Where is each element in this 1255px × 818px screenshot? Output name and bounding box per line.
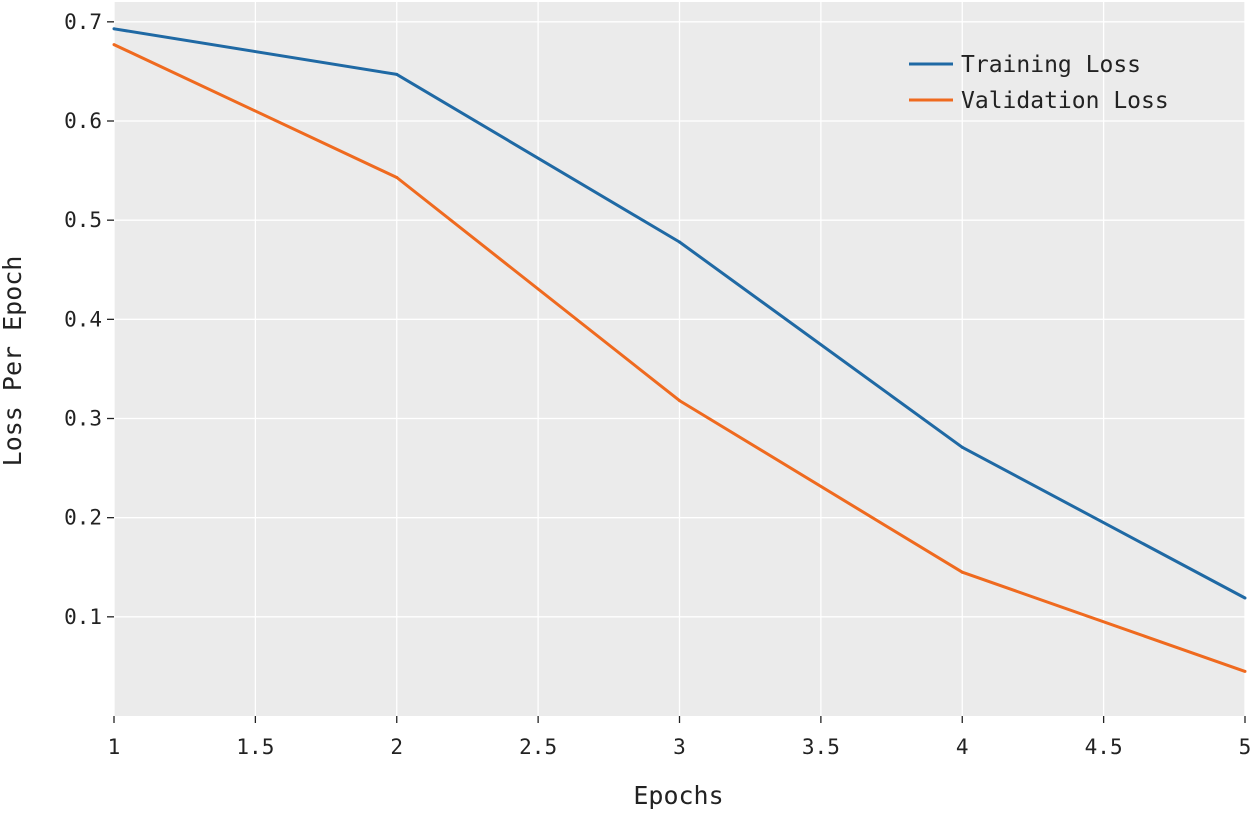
x-tick-label: 2.5 — [519, 735, 557, 759]
data-point — [112, 27, 116, 31]
x-tick-label: 1.5 — [236, 735, 274, 759]
x-tick-label: 4.5 — [1085, 735, 1123, 759]
legend: Training Loss Validation Loss — [909, 52, 1169, 114]
y-tick-label: 0.1 — [64, 605, 102, 629]
legend-label: Validation Loss — [961, 88, 1169, 114]
y-tick-label: 0.3 — [64, 407, 102, 431]
x-tick-label: 5 — [1239, 735, 1252, 759]
data-point — [678, 399, 681, 403]
y-axis-title: Loss Per Epoch — [0, 256, 27, 467]
y-tick-label: 0.4 — [64, 307, 102, 331]
y-tick-label: 0.5 — [64, 208, 102, 232]
data-point — [1243, 669, 1247, 673]
x-tick-label: 3 — [673, 735, 686, 759]
grid — [113, 2, 1246, 716]
x-tick-label: 3.5 — [802, 735, 840, 759]
data-point — [395, 72, 399, 76]
data-point — [112, 43, 116, 47]
y-tick-label: 0.6 — [64, 109, 102, 133]
x-axis-title: Epochs — [633, 781, 723, 810]
data-point — [1243, 596, 1247, 600]
data-point — [678, 240, 681, 244]
x-tick-label: 1 — [108, 735, 121, 759]
data-point — [960, 570, 964, 574]
series-lines — [112, 27, 1247, 673]
legend-label: Training Loss — [961, 52, 1141, 78]
data-point — [960, 445, 964, 449]
x-tick-label: 2 — [390, 735, 403, 759]
axes: 1 1.5 2 2.5 3 3.5 4 4.5 5 0.1 0.2 0.3 0.4 0.5 0.6 0.7 — [64, 10, 1251, 759]
y-tick-label: 0.2 — [64, 506, 102, 530]
x-tick-label: 4 — [956, 735, 969, 759]
y-tick-label: 0.7 — [64, 10, 102, 34]
data-point — [395, 176, 399, 180]
